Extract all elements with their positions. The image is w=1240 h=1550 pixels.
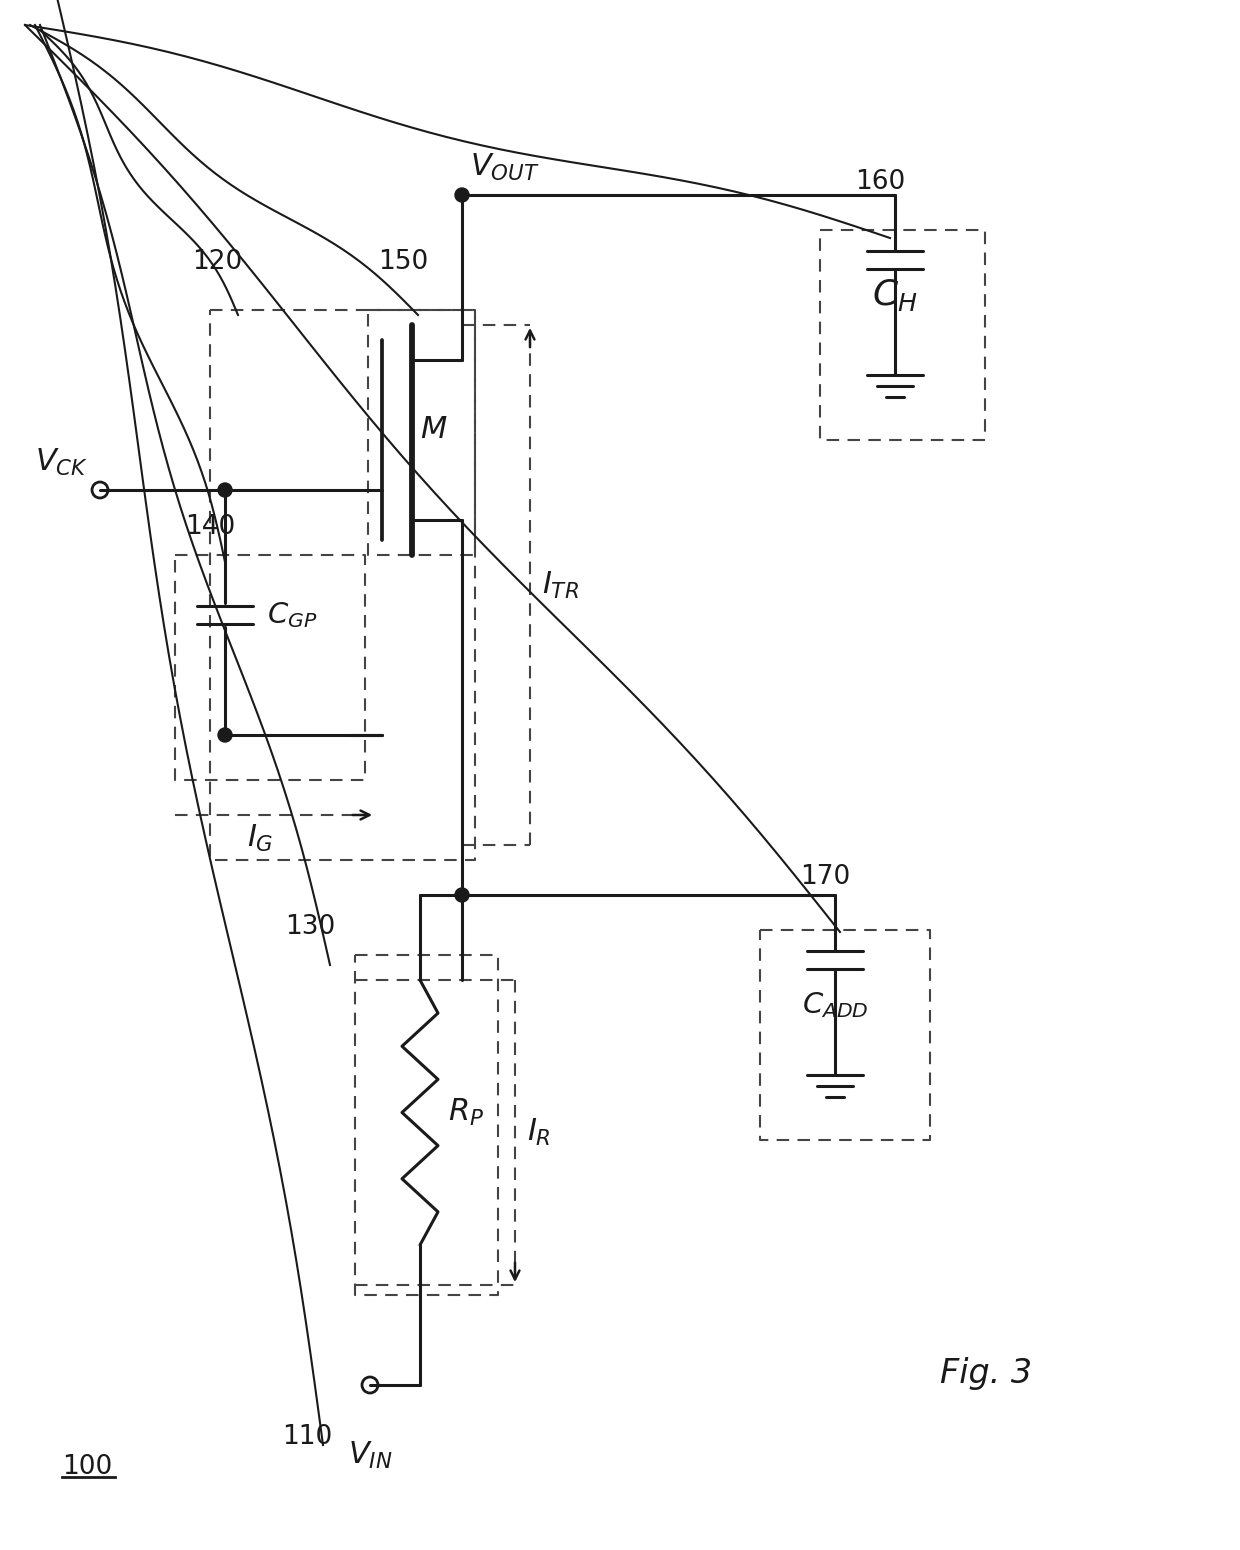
Text: $C_{ADD}$: $C_{ADD}$ bbox=[801, 990, 868, 1020]
Text: $I_G$: $I_G$ bbox=[247, 823, 273, 854]
Text: 150: 150 bbox=[378, 250, 428, 274]
Text: $R_P$: $R_P$ bbox=[448, 1096, 484, 1127]
Text: 160: 160 bbox=[856, 169, 905, 195]
Text: $I_R$: $I_R$ bbox=[527, 1116, 551, 1147]
Text: $M$: $M$ bbox=[420, 415, 448, 445]
Text: $C_{GP}$: $C_{GP}$ bbox=[267, 600, 317, 629]
Text: $V_{IN}$: $V_{IN}$ bbox=[347, 1440, 392, 1471]
Text: Fig. 3: Fig. 3 bbox=[940, 1356, 1032, 1390]
Text: $I_{TR}$: $I_{TR}$ bbox=[542, 569, 579, 600]
Text: 100: 100 bbox=[62, 1454, 113, 1480]
Text: $V_{OUT}$: $V_{OUT}$ bbox=[470, 152, 539, 183]
Text: 130: 130 bbox=[285, 914, 335, 939]
Text: 140: 140 bbox=[185, 515, 236, 539]
Text: 110: 110 bbox=[281, 1424, 332, 1449]
Text: 170: 170 bbox=[800, 863, 851, 890]
Circle shape bbox=[455, 188, 469, 202]
Text: $C_H$: $C_H$ bbox=[872, 277, 918, 313]
Circle shape bbox=[218, 728, 232, 742]
Text: $V_{CK}$: $V_{CK}$ bbox=[35, 446, 88, 477]
Circle shape bbox=[218, 484, 232, 498]
Text: 120: 120 bbox=[192, 250, 242, 274]
Circle shape bbox=[455, 888, 469, 902]
